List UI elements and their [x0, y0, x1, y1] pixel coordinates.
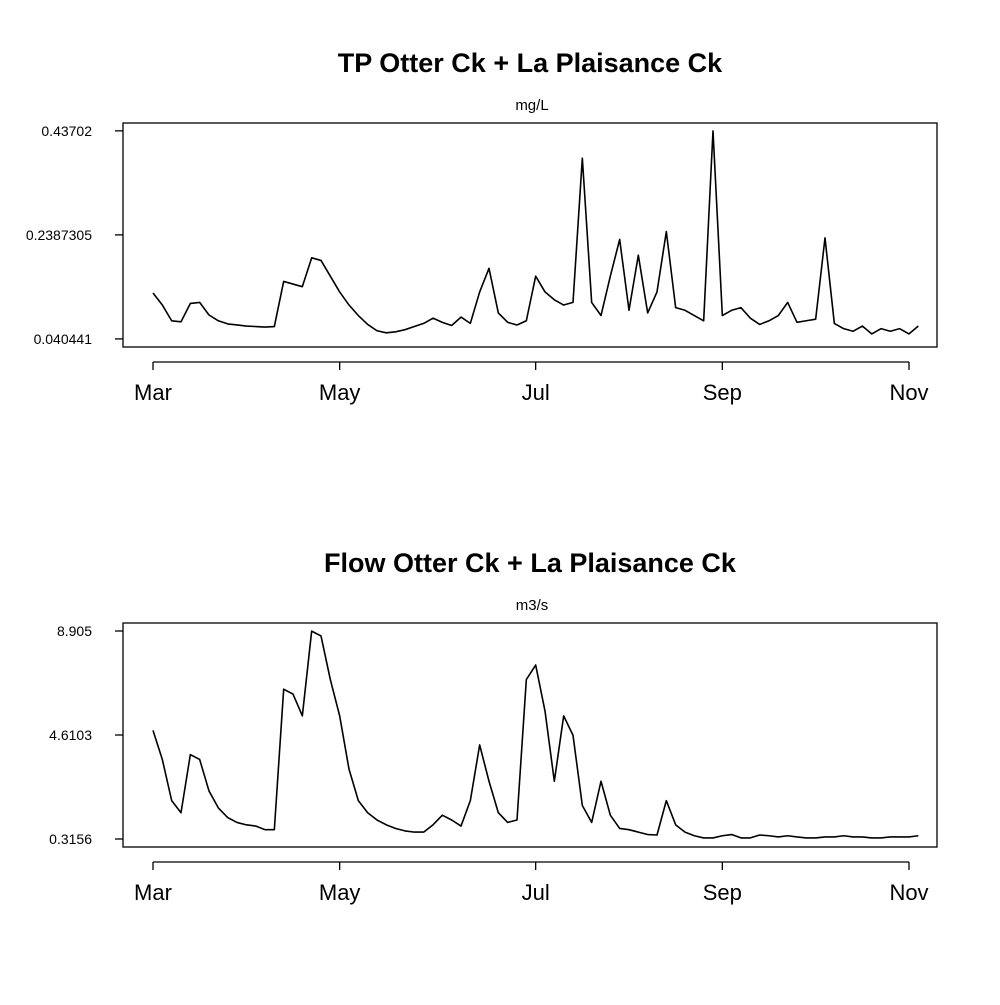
- x-tick-label: Mar: [134, 880, 172, 905]
- y-tick-label: 8.905: [57, 623, 92, 639]
- y-tick-label: 0.040441: [34, 331, 93, 347]
- x-tick-label: Nov: [889, 880, 928, 905]
- x-tick-label: Mar: [134, 380, 172, 405]
- y-tick-label: 0.43702: [41, 123, 92, 139]
- x-tick-label: Jul: [522, 380, 550, 405]
- x-tick-label: Sep: [703, 380, 742, 405]
- data-line: [152, 130, 919, 335]
- chart-subtitle: mg/L: [515, 97, 548, 114]
- y-tick-label: 4.6103: [49, 727, 92, 743]
- y-tick-label: 0.3156: [49, 831, 92, 847]
- x-tick-label: May: [319, 380, 361, 405]
- data-line: [152, 630, 919, 839]
- x-tick-label: Nov: [889, 380, 928, 405]
- plot-frame: [122, 122, 938, 348]
- chart-title: Flow Otter Ck + La Plaisance Ck: [324, 548, 737, 578]
- x-tick-label: Jul: [522, 880, 550, 905]
- y-tick-label: 0.2387305: [26, 227, 92, 243]
- chart-subtitle: m3/s: [516, 597, 549, 614]
- x-tick-label: Sep: [703, 880, 742, 905]
- x-tick-label: May: [319, 880, 361, 905]
- plot-frame: [122, 622, 938, 848]
- chart-title: TP Otter Ck + La Plaisance Ck: [338, 48, 723, 78]
